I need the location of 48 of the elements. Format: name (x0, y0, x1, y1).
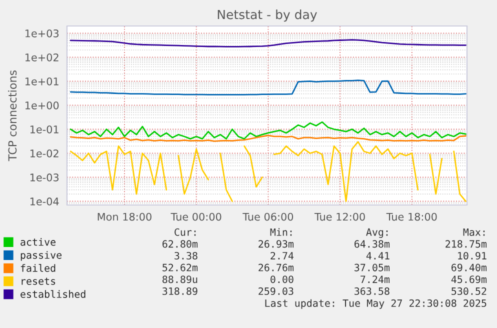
text: 52.62m (162, 264, 198, 272)
y-tick-label: 1e-03 (30, 174, 59, 182)
text: 10.91 (458, 252, 486, 260)
y-tick-label: 1e+02 (25, 53, 58, 62)
y-tick-label: 1e-02 (30, 149, 58, 158)
line-series (70, 39, 466, 48)
legend-label: resets (22, 278, 56, 285)
text: 88.89u (162, 276, 198, 284)
text: 0.00 (270, 276, 294, 284)
chart-title: Netstat - by day (218, 10, 317, 22)
x-tick-label: Tue 00:00 (170, 212, 222, 221)
text: 37.05m (354, 264, 390, 272)
text: 218.75m (446, 240, 487, 248)
text: Cur: (174, 228, 196, 236)
text: 259.03 (258, 287, 294, 295)
text: Max: (463, 228, 485, 236)
text: 3.38 (174, 252, 198, 260)
text: 64.38m (354, 240, 390, 248)
legend-label: passive (20, 251, 62, 261)
text: 2.74 (270, 252, 294, 260)
x-tick-label: Tue 06:00 (242, 212, 294, 221)
legend-label: active (20, 238, 56, 246)
text: 4.41 (366, 252, 390, 260)
y-tick-label: 1e+01 (25, 77, 58, 86)
line-series (70, 80, 466, 96)
text: 62.80m (162, 240, 198, 248)
y-tick-label: 1e+00 (25, 101, 59, 110)
text: 363.58 (354, 287, 390, 295)
text: Last update: Tue May 27 22:30:08 2025 (265, 299, 486, 309)
line-series (70, 121, 466, 140)
x-tick-label: Mon 18:00 (98, 212, 152, 221)
y-tick-label: 1e+03 (25, 29, 59, 38)
x-tick-label: Tue 18:00 (386, 212, 437, 221)
text: 45.69m (451, 276, 487, 284)
text: Avg: (366, 228, 388, 238)
text: 69.40m (452, 264, 487, 272)
legend-label: established (20, 290, 86, 298)
text: 7.24m (360, 276, 390, 283)
text: Min: (270, 228, 292, 236)
text: 318.89 (162, 287, 198, 295)
y-tick-label: 1e-01 (30, 125, 58, 134)
legend-label: failed (20, 264, 56, 272)
text: 530.52 (452, 287, 486, 295)
y-tick-label: 1e-04 (30, 198, 59, 206)
y-axis-title: TCP connections (8, 70, 17, 162)
x-tick-label: Tue 12:00 (314, 212, 365, 221)
text: 26.76m (258, 264, 294, 272)
text: 26.93m (258, 240, 294, 248)
